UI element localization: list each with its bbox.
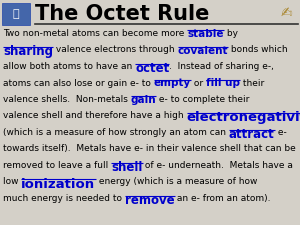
Text: e-: e- — [274, 128, 286, 137]
Text: 🏛: 🏛 — [13, 9, 19, 19]
Text: removed to leave a full: removed to leave a full — [3, 161, 111, 170]
Text: (which is a measure of how strongly an atom can: (which is a measure of how strongly an a… — [3, 128, 229, 137]
Text: ✍: ✍ — [281, 6, 293, 20]
Text: ionization: ionization — [21, 178, 95, 191]
Text: fill up: fill up — [206, 79, 240, 88]
Text: attract: attract — [229, 128, 274, 141]
Text: The Octet Rule: The Octet Rule — [35, 4, 209, 24]
Text: an e- from an atom).: an e- from an atom). — [175, 194, 271, 203]
Text: valence shell and therefore have a high: valence shell and therefore have a high — [3, 112, 187, 121]
Text: octet: octet — [135, 62, 169, 75]
Text: allow both atoms to have an: allow both atoms to have an — [3, 62, 135, 71]
Text: by: by — [224, 29, 238, 38]
Text: sharing: sharing — [3, 45, 53, 58]
Text: or: or — [191, 79, 206, 88]
Text: their: their — [240, 79, 264, 88]
Text: much energy is needed to: much energy is needed to — [3, 194, 125, 203]
Text: shell: shell — [111, 161, 142, 174]
Text: low: low — [3, 178, 21, 187]
Text: remove: remove — [125, 194, 175, 207]
Text: Two non-metal atoms can become more: Two non-metal atoms can become more — [3, 29, 187, 38]
Text: towards itself).  Metals have e- in their valence shell that can be: towards itself). Metals have e- in their… — [3, 144, 296, 153]
Text: of e- underneath.  Metals have a: of e- underneath. Metals have a — [142, 161, 293, 170]
Text: empty: empty — [154, 79, 191, 88]
Text: electronegativity: electronegativity — [187, 112, 300, 124]
FancyBboxPatch shape — [2, 3, 30, 25]
Text: bonds which: bonds which — [228, 45, 288, 54]
Text: atoms can also lose or gain e- to: atoms can also lose or gain e- to — [3, 79, 154, 88]
Text: gain: gain — [131, 95, 156, 105]
Text: energy (which is a measure of how: energy (which is a measure of how — [95, 178, 257, 187]
Text: .  Instead of sharing e-,: . Instead of sharing e-, — [169, 62, 274, 71]
Text: stable: stable — [187, 29, 224, 39]
Text: covalent: covalent — [178, 45, 228, 56]
Text: e- to complete their: e- to complete their — [156, 95, 250, 104]
Text: valence shells.  Non-metals: valence shells. Non-metals — [3, 95, 131, 104]
Text: valence electrons through: valence electrons through — [53, 45, 178, 54]
